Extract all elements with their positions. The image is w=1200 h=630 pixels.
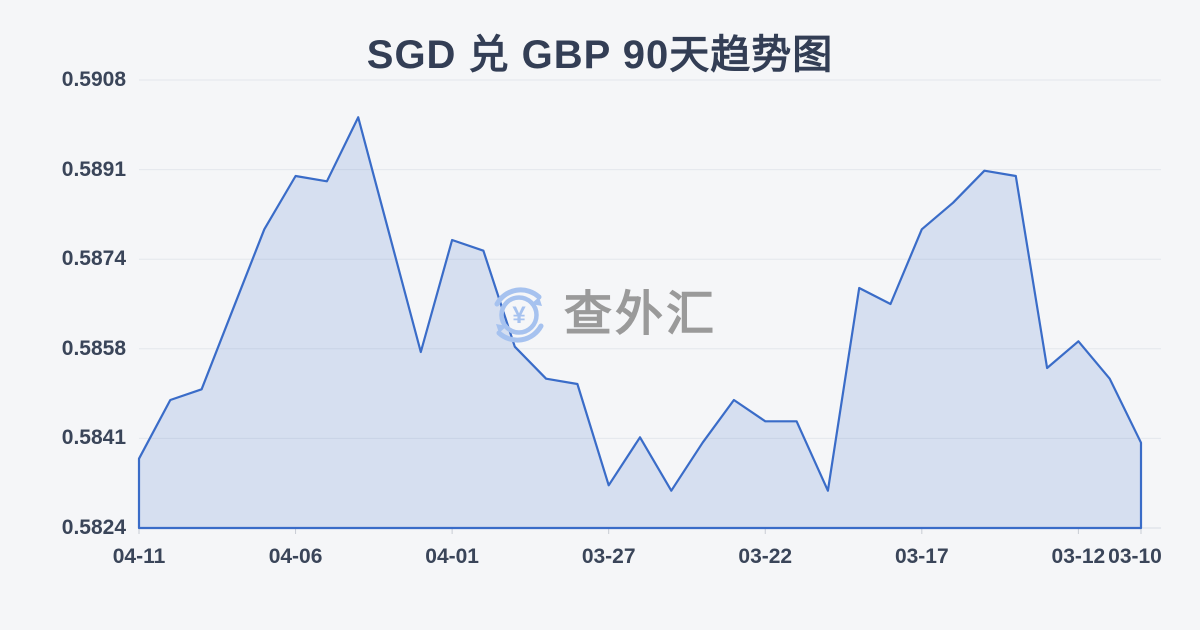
x-tick-label: 03-22 bbox=[738, 545, 793, 568]
y-tick-label: 0.5858 bbox=[61, 336, 126, 360]
x-tick-label: 03-27 bbox=[581, 545, 636, 568]
y-tick-label: 0.5874 bbox=[61, 247, 126, 271]
chart-title: SGD 兑 GBP 90天趋势图 bbox=[366, 33, 834, 77]
x-tick-label: 04-01 bbox=[425, 545, 479, 568]
x-tick-label: 04-06 bbox=[268, 545, 323, 568]
y-tick-label: 0.5908 bbox=[61, 68, 126, 91]
x-tick-label: 03-17 bbox=[894, 545, 949, 568]
x-tick-label: 03-10 bbox=[1108, 545, 1162, 568]
x-tick-label: 04-11 bbox=[112, 545, 166, 568]
y-tick-label: 0.5824 bbox=[61, 516, 126, 539]
x-tick-label: 03-12 bbox=[1051, 545, 1106, 568]
y-tick-label: 0.5841 bbox=[61, 426, 126, 450]
y-tick-label: 0.5891 bbox=[61, 157, 126, 181]
